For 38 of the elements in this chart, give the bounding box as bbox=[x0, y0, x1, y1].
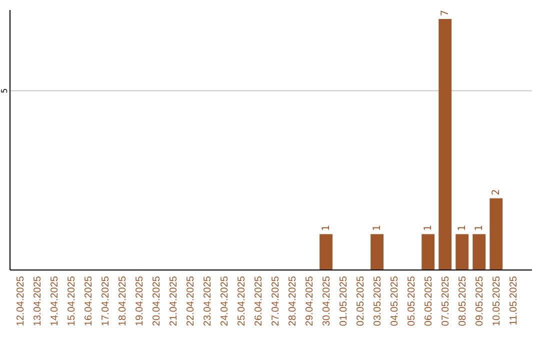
x-tick-label: 17.04.2025 bbox=[100, 276, 112, 326]
x-tick-label: 26.04.2025 bbox=[253, 276, 264, 326]
x-tick-label: 07.05.2025 bbox=[440, 276, 452, 326]
data-label: 1 bbox=[474, 225, 486, 232]
data-label: 1 bbox=[457, 225, 468, 232]
x-tick-label: 21.04.2025 bbox=[168, 276, 180, 326]
x-tick-label: 28.04.2025 bbox=[288, 276, 299, 326]
x-tick-label: 06.05.2025 bbox=[424, 276, 435, 326]
x-tick-label: 18.04.2025 bbox=[117, 276, 128, 326]
x-tick-label: 20.04.2025 bbox=[151, 276, 162, 326]
x-tick-label: 05.05.2025 bbox=[406, 276, 418, 326]
x-tick-label: 12.04.2025 bbox=[15, 276, 26, 326]
x-tick-label: 02.05.2025 bbox=[356, 276, 367, 326]
x-tick-label: 29.04.2025 bbox=[304, 276, 316, 326]
x-tick-label: 08.05.2025 bbox=[458, 276, 469, 326]
data-label: 7 bbox=[440, 10, 452, 16]
x-tick-label: 19.04.2025 bbox=[134, 276, 146, 326]
x-tick-label: 25.04.2025 bbox=[236, 276, 248, 326]
data-label: 1 bbox=[423, 225, 434, 232]
data-label: 1 bbox=[372, 225, 384, 232]
x-tick-label: 27.04.2025 bbox=[270, 276, 282, 326]
x-tick-label: 11.05.2025 bbox=[508, 276, 520, 326]
data-label: 2 bbox=[491, 189, 502, 196]
x-tick-label: 09.05.2025 bbox=[474, 276, 486, 326]
x-tick-label: 30.04.2025 bbox=[322, 276, 333, 326]
x-tick-label: 01.05.2025 bbox=[338, 276, 350, 326]
x-tick-label: 24.04.2025 bbox=[219, 276, 230, 326]
x-tick-label: 15.04.2025 bbox=[66, 276, 78, 326]
x-tick-label: 03.05.2025 bbox=[372, 276, 384, 326]
data-label: 1 bbox=[321, 225, 332, 232]
x-tick-label: 04.05.2025 bbox=[390, 276, 401, 326]
x-tick-label: 14.04.2025 bbox=[49, 276, 60, 326]
x-tick-label: 13.04.2025 bbox=[32, 276, 44, 326]
y-tick-label: 5 bbox=[0, 88, 9, 94]
x-tick-label: 10.05.2025 bbox=[492, 276, 503, 326]
x-tick-label: 22.04.2025 bbox=[185, 276, 196, 326]
x-tick-label: 23.04.2025 bbox=[202, 276, 214, 326]
x-tick-label: 16.04.2025 bbox=[83, 276, 94, 326]
